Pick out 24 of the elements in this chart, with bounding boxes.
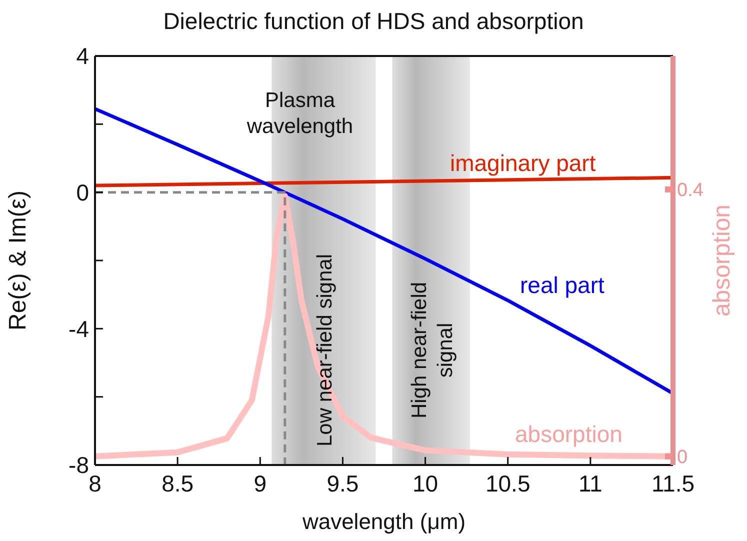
y-tick-label: 4 [76,43,90,70]
y2-tick-label: 0 [677,447,688,468]
x-tick-label: 9.5 [326,470,359,496]
band-label: High near-field signal [408,282,458,418]
y-axis-title: Re(ε) & Im(ε) [4,190,32,330]
band-label: Low near-field signal [314,254,337,447]
y2-tick-label: 0.4 [677,180,704,202]
series-label: absorption [515,421,622,448]
x-tick-label: 9 [254,470,267,496]
y-tick-label: 0 [76,180,89,206]
x-tick-label: 11 [578,470,602,496]
x-tick-label: 8 [88,470,102,496]
x-tick-label: 10.5 [485,470,530,496]
x-tick-label: 11.5 [651,470,695,496]
series-label: real part [520,272,604,299]
x-axis-title: wavelength (μm) [301,509,466,534]
y-tick-label: -4 [68,316,90,342]
series-label: imaginary part [450,150,596,177]
annotation: Plasma wavelength [246,88,354,140]
x-tick-label: 8.5 [162,470,194,496]
y-tick-label: -8 [68,452,89,478]
y2-axis-title: absorption [708,204,736,317]
x-tick-label: 10 [412,470,438,496]
chart-title: Dielectric function of HDS and absorption [162,8,585,35]
